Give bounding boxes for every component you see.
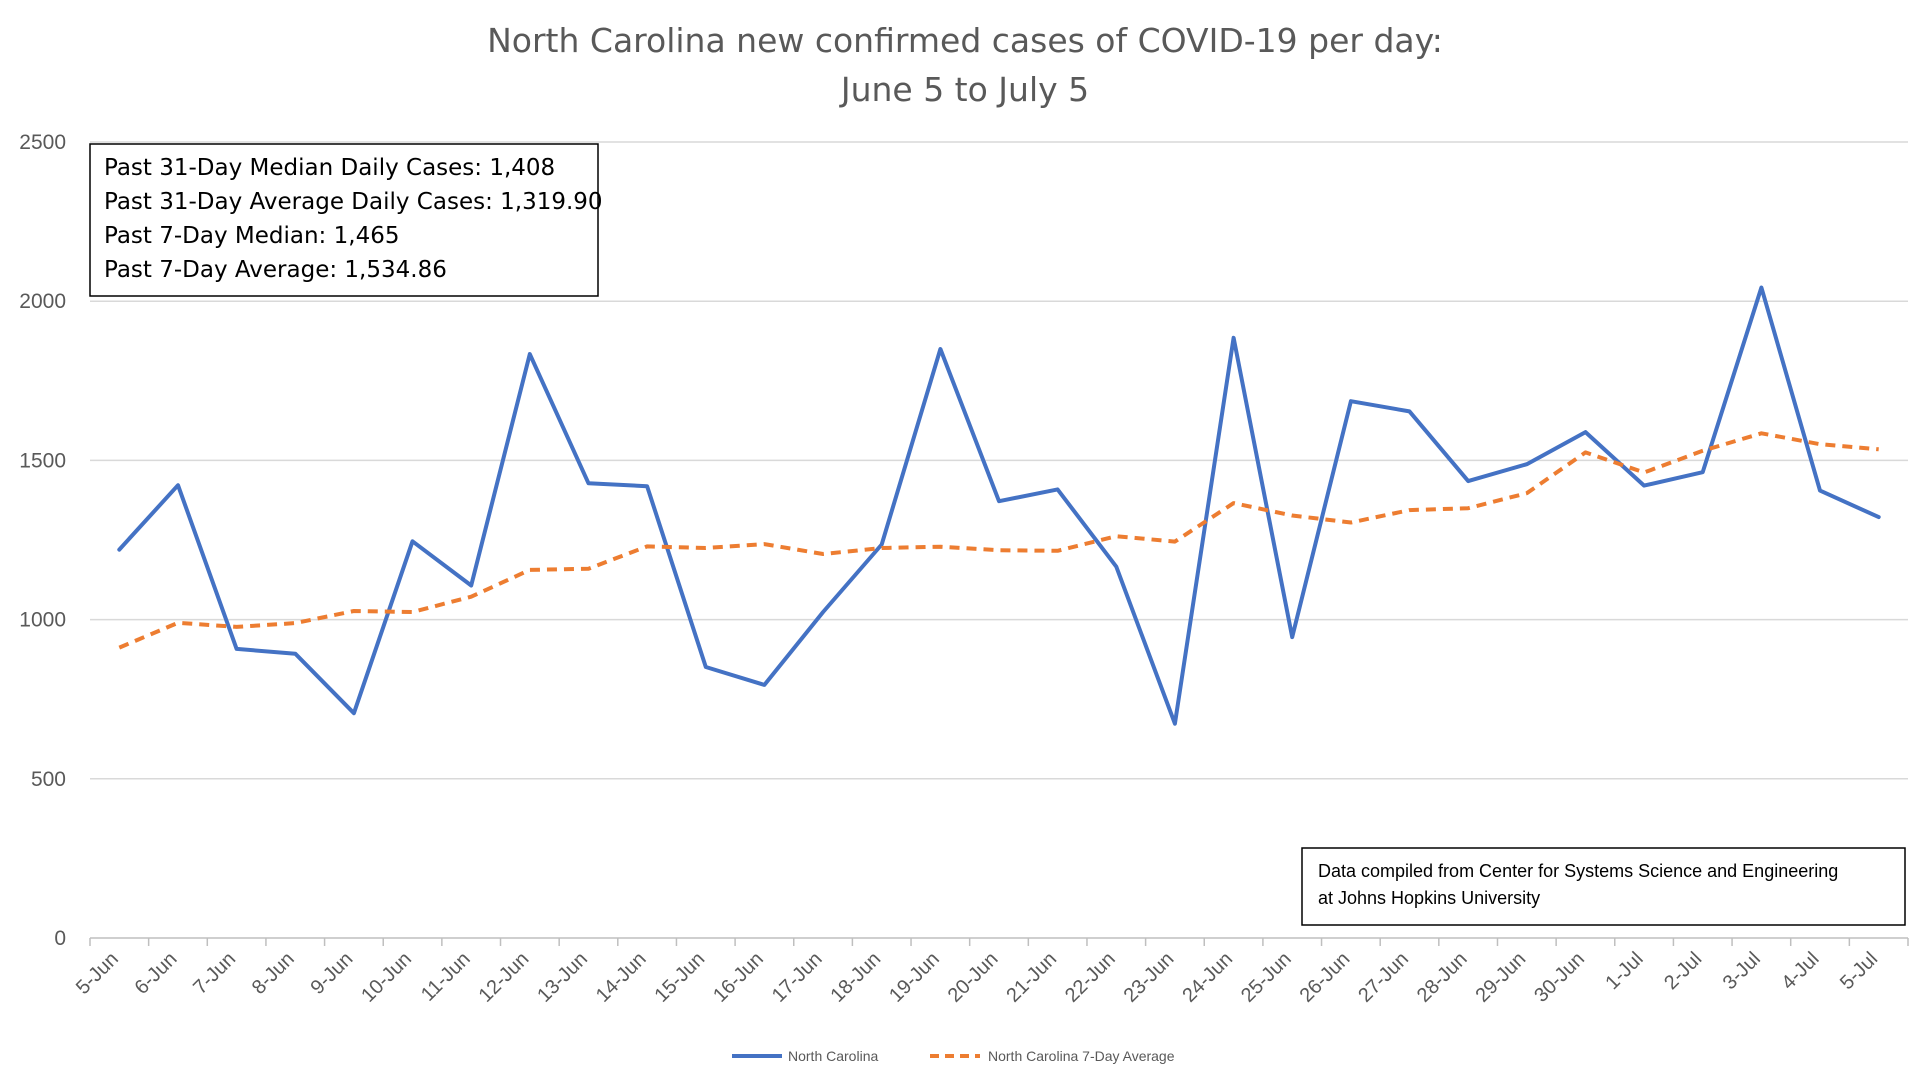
x-tick-label: 22-Jun <box>1061 948 1120 1007</box>
x-axis: 5-Jun 6-Jun 7-Jun 8-Jun 9-Jun 10-Jun 11-Jun 12-… <box>72 937 1909 1007</box>
y-tick-label: 2500 <box>19 131 66 154</box>
x-tick-label: 7-Jun <box>189 948 240 999</box>
x-tick-label: 30-Jun <box>1530 948 1589 1007</box>
stats-box: Past 31-Day Median Daily Cases: 1,408 Pa… <box>89 143 603 297</box>
x-tick-label: 20-Jun <box>944 948 1003 1007</box>
chart-title-line-2: June 5 to July 5 <box>839 70 1089 109</box>
x-tick-label: 5-Jun <box>72 948 123 999</box>
y-tick-label: 500 <box>31 768 66 791</box>
x-tick-label: 18-Jun <box>826 948 885 1007</box>
legend-label-north-carolina: North Carolina <box>788 1048 878 1064</box>
series-lines <box>117 285 1881 726</box>
y-tick-label: 1500 <box>19 449 66 472</box>
x-tick-label: 27-Jun <box>1354 948 1413 1007</box>
x-tick-label: 26-Jun <box>1296 948 1355 1007</box>
y-tick-label: 1000 <box>19 609 66 632</box>
y-tick-label: 2000 <box>19 290 66 313</box>
x-tick-label: 29-Jun <box>1472 948 1531 1007</box>
x-tick-label: 21-Jun <box>1002 948 1061 1007</box>
stats-line-31day-average: Past 31-Day Average Daily Cases: 1,319.9… <box>104 189 603 215</box>
x-tick-label: 3-Jul <box>1719 948 1765 994</box>
chart-title-line-1: North Carolina new confirmed cases of CO… <box>487 21 1443 60</box>
x-tick-label: 23-Jun <box>1120 948 1179 1007</box>
source-line-1: Data compiled from Center for Systems Sc… <box>1318 861 1838 881</box>
x-tick-label: 6-Jun <box>131 948 182 999</box>
x-tick-label: 28-Jun <box>1413 948 1472 1007</box>
x-tick-label: 5-Jul <box>1836 948 1882 994</box>
y-axis-ticks: 0 500 1000 1500 2000 2500 <box>19 131 66 950</box>
x-tick-label: 24-Jun <box>1178 948 1237 1007</box>
series-line-7day-average <box>118 431 1879 650</box>
x-tick-label: 8-Jun <box>248 948 299 999</box>
x-tick-label: 15-Jun <box>651 948 710 1007</box>
series-line-north-carolina <box>117 285 1881 726</box>
stats-line-31day-median: Past 31-Day Median Daily Cases: 1,408 <box>104 155 555 181</box>
x-tick-label: 17-Jun <box>768 948 827 1007</box>
x-tick-label: 25-Jun <box>1237 948 1296 1007</box>
x-tick-label: 11-Jun <box>417 948 475 1006</box>
x-tick-label: 13-Jun <box>533 948 592 1007</box>
x-tick-label: 4-Jul <box>1777 948 1823 994</box>
x-tick-label: 10-Jun <box>357 948 416 1007</box>
x-tick-label: 19-Jun <box>885 948 944 1007</box>
x-tick-label: 2-Jul <box>1660 948 1706 994</box>
x-tick-label: 16-Jun <box>709 948 768 1007</box>
legend-label-7day-average: North Carolina 7-Day Average <box>988 1048 1175 1064</box>
y-tick-label: 0 <box>54 927 66 950</box>
x-tick-label: 12-Jun <box>475 948 534 1007</box>
stats-line-7day-median: Past 7-Day Median: 1,465 <box>104 223 399 249</box>
source-line-2: at Johns Hopkins University <box>1318 888 1540 908</box>
x-tick-label: 1-Jul <box>1601 948 1647 994</box>
x-tick-label: 14-Jun <box>592 948 651 1007</box>
source-box: Data compiled from Center for Systems Sc… <box>1301 847 1906 926</box>
legend: North Carolina North Carolina 7-Day Aver… <box>732 1048 1175 1064</box>
x-tick-label: 9-Jun <box>307 948 358 999</box>
gridlines <box>90 141 1908 780</box>
stats-line-7day-average: Past 7-Day Average: 1,534.86 <box>104 257 447 283</box>
